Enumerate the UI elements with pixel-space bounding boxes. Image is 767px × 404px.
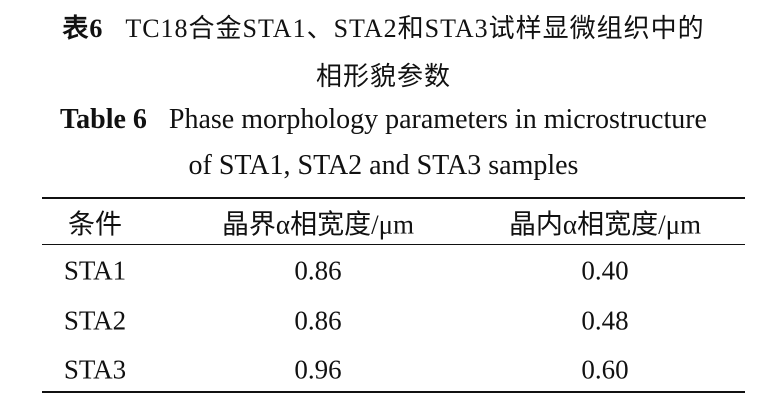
table-cell: STA3 <box>63 354 127 385</box>
table-cell: 0.60 <box>581 354 629 385</box>
table-label-cn: 表6 <box>62 14 104 43</box>
title-cn: 相形貌参数 <box>315 62 451 91</box>
table-cell: STA1 <box>63 255 127 286</box>
caption-cn-line: 表6 TC18合金STA1、STA2和STA3试样显微组织中的 <box>0 8 767 45</box>
header-cell: 晶界α相宽度/μm <box>221 209 415 240</box>
title-en: Phase morphology parameters in microstru… <box>168 104 707 135</box>
table-label-en: Table 6 <box>60 104 147 135</box>
table-cell: 0.48 <box>581 305 629 335</box>
table-cell: 0.96 <box>294 354 342 385</box>
table-cell: 0.86 <box>294 255 342 286</box>
table-cell: 0.40 <box>581 255 629 286</box>
title-cn: TC18合金STA1、STA2和STA3试样显微组织中的 <box>125 14 705 43</box>
header-rule <box>42 244 745 245</box>
caption-en-line: Table 6 Phase morphology parameters in mi… <box>0 104 767 136</box>
bottom-rule <box>42 391 745 393</box>
header-cell: 晶内α相宽度/μm <box>508 209 702 240</box>
table-cell: 0.86 <box>294 305 342 335</box>
header-cell: 条件 <box>68 209 122 240</box>
title-en: of STA1, STA2 and STA3 samples <box>188 150 579 181</box>
table-cell: STA2 <box>63 305 127 335</box>
top-rule <box>42 197 745 199</box>
